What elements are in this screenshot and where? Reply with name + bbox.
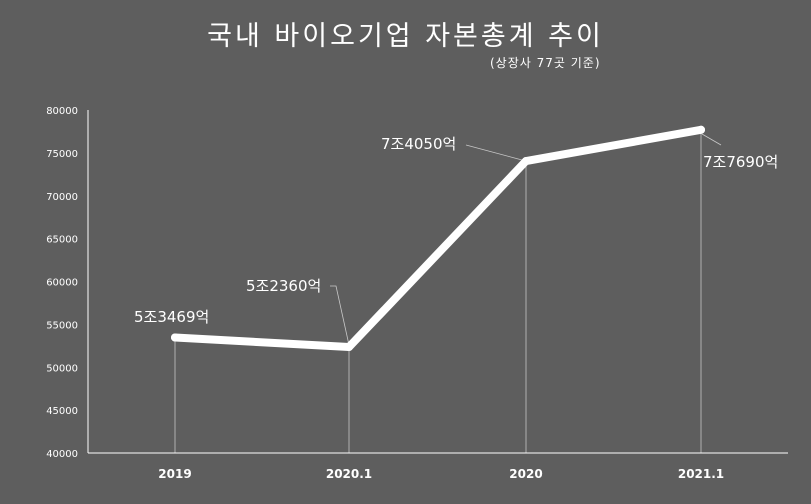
x-tick-label: 2021.1	[678, 467, 724, 481]
y-tick-label: 75000	[46, 149, 78, 160]
y-tick-label: 55000	[46, 320, 78, 331]
y-tick-label: 80000	[46, 106, 78, 117]
data-label: 7조4050억	[381, 135, 456, 153]
data-label: 5조3469억	[134, 308, 209, 326]
chart-subtitle: (상장사 77곳 기준)	[490, 56, 601, 70]
leader-lines	[330, 133, 722, 346]
data-label: 5조2360억	[246, 277, 321, 295]
y-tick-label: 70000	[46, 192, 78, 203]
data-point	[171, 333, 179, 342]
x-axis-ticks: 2019 2020.1 2020 2021.1	[158, 467, 724, 481]
data-labels: 5조3469억 5조2360억 7조4050억 7조7690억	[134, 135, 778, 326]
series-line	[171, 125, 705, 352]
y-tick-label: 60000	[46, 278, 78, 289]
leader-line	[701, 133, 722, 146]
drop-lines	[174, 129, 702, 453]
x-tick-label: 2020.1	[326, 467, 372, 481]
data-label: 7조7690억	[703, 153, 778, 171]
y-tick-label: 65000	[46, 235, 78, 246]
data-point	[522, 157, 530, 166]
x-tick-label: 2020	[509, 467, 542, 481]
y-tick-label: 50000	[46, 363, 78, 374]
leader-line	[330, 285, 350, 346]
data-point	[697, 125, 705, 134]
data-point	[345, 343, 353, 352]
chart-title: 국내 바이오기업 자본총계 추이	[207, 21, 604, 52]
series-group	[171, 125, 705, 352]
y-tick-label: 40000	[46, 449, 78, 460]
x-tick-label: 2019	[158, 467, 191, 481]
y-axis-ticks: 40000 45000 50000 55000 60000 65000 70000 75000…	[46, 106, 78, 460]
leader-line	[465, 144, 523, 161]
y-tick-label: 45000	[46, 406, 78, 417]
